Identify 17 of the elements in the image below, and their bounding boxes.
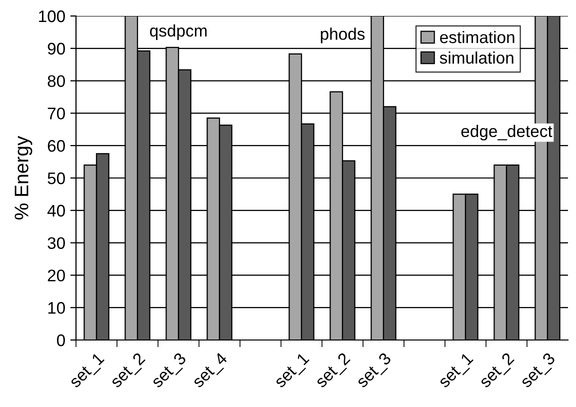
- y-tick-label: 70: [48, 108, 65, 120]
- y-tick-label: 60: [48, 140, 65, 152]
- legend-label: simulation: [440, 51, 514, 64]
- y-tick-label: 100: [39, 10, 65, 22]
- y-tick-label: 40: [47, 204, 65, 217]
- annotation: edge_detect: [461, 124, 552, 140]
- y-tick-label: 50: [48, 172, 65, 184]
- annotation: qsdpcm: [150, 24, 207, 40]
- legend-label: estimation: [440, 30, 514, 44]
- y-tick-label: 10: [48, 302, 65, 314]
- y-tick-label: 80: [48, 75, 65, 88]
- y-tick-label: 20: [48, 270, 65, 282]
- annotation: phods: [320, 28, 365, 44]
- y-tick-label: 0: [56, 334, 65, 346]
- y-axis-title: % Energy: [14, 136, 32, 220]
- y-tick-label: 90: [48, 42, 65, 55]
- y-tick-label: 30: [48, 237, 65, 250]
